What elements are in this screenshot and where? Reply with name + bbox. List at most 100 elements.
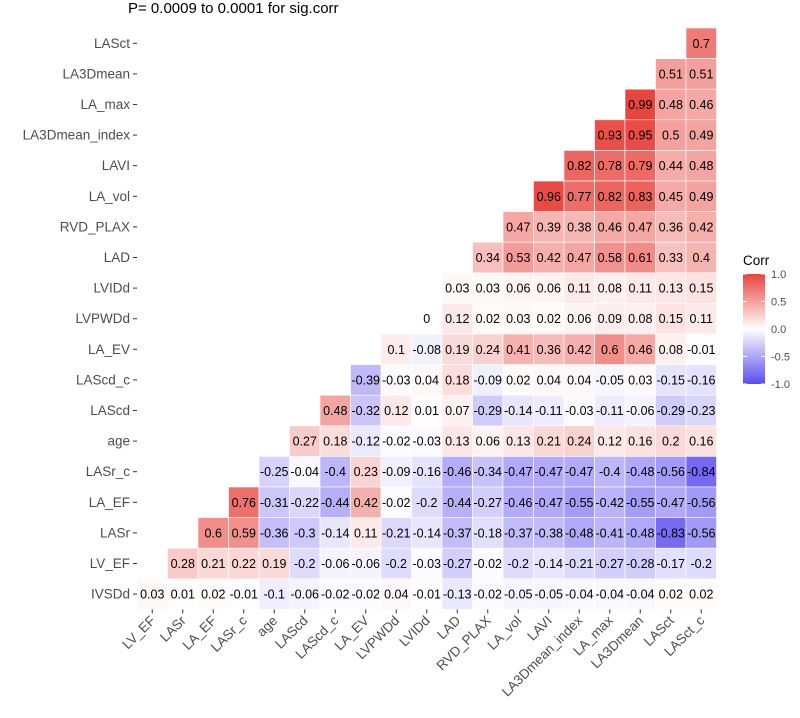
heatmap-cell <box>258 486 290 518</box>
y-tick-label: LVPWDd <box>75 311 130 326</box>
cell-value-label: 0.06 <box>567 312 591 326</box>
cell-value-label: 0.19 <box>262 557 286 571</box>
cell-value-label: -0.47 <box>504 465 533 479</box>
heatmap-cell <box>594 333 626 365</box>
cell-value-label: 0.08 <box>659 343 683 357</box>
cell-value-label: -0.41 <box>596 526 625 540</box>
legend-title: Corr <box>743 253 770 268</box>
cell-value-label: 0.46 <box>628 343 652 357</box>
cell-value-label: 0.27 <box>293 435 317 449</box>
heatmap-cell <box>136 578 168 610</box>
cell-value-label: 0.42 <box>354 496 378 510</box>
y-tick-label: LASct <box>94 36 130 51</box>
cell-value-label: -0.21 <box>382 526 411 540</box>
heatmap-cell <box>655 303 687 335</box>
cell-value-label: -0.21 <box>565 557 594 571</box>
heatmap-cell <box>289 456 321 488</box>
heatmap-cell <box>655 364 687 396</box>
heatmap-cell <box>472 517 504 549</box>
heatmap-cell <box>197 578 229 610</box>
heatmap-cell <box>258 517 290 549</box>
cell-value-label: -0.56 <box>657 465 686 479</box>
cell-value-label: 0.46 <box>598 220 622 234</box>
cell-value-label: -0.36 <box>260 526 289 540</box>
cell-value-label: 0.12 <box>384 404 408 418</box>
y-tick-label: RVD_PLAX <box>60 219 130 234</box>
cell-value-label: 0.23 <box>354 465 378 479</box>
heatmap-cell <box>441 425 473 457</box>
cell-value-label: -0.2 <box>690 557 712 571</box>
cell-value-label: -0.29 <box>657 404 686 418</box>
cell-value-label: 0.44 <box>659 159 683 173</box>
heatmap-cell <box>533 364 565 396</box>
cell-value-label: -0.04 <box>291 465 320 479</box>
heatmap-cell <box>624 180 656 212</box>
cell-value-label: -0.27 <box>596 557 625 571</box>
cell-value-label: 0.04 <box>384 588 408 602</box>
cell-value-label: -0.23 <box>687 404 716 418</box>
cell-value-label: 0.34 <box>476 251 500 265</box>
heatmap-cell <box>502 211 534 243</box>
chart-title: P= 0.0009 to 0.0001 for sig.corr <box>128 0 339 17</box>
heatmap-cell <box>685 456 717 488</box>
cell-value-label: -0.03 <box>565 404 594 418</box>
heatmap-cell <box>441 578 473 610</box>
y-tick-label: LAScd_c <box>76 372 130 387</box>
heatmap-cell <box>685 578 717 610</box>
heatmap-cell <box>533 517 565 549</box>
cell-value-label: -0.44 <box>443 496 472 510</box>
cell-value-label: 0.38 <box>567 220 591 234</box>
cell-value-label: 0.11 <box>690 312 713 326</box>
heatmap-cell <box>289 547 321 580</box>
heatmap-cell <box>472 333 504 365</box>
heatmap-cell <box>380 333 412 365</box>
heatmap-cell <box>502 486 534 518</box>
heatmap-cell <box>502 272 534 304</box>
heatmap-cell <box>563 303 595 335</box>
cell-value-label: 0.83 <box>628 190 652 204</box>
heatmap-cell <box>594 303 626 335</box>
heatmap-cell <box>685 364 717 396</box>
cell-value-label: 0.21 <box>537 435 561 449</box>
cell-value-label: -0.06 <box>626 404 655 418</box>
cell-value-label: 0.06 <box>537 282 561 296</box>
cell-value-label: 0.28 <box>171 557 195 571</box>
heatmap-cell <box>533 486 565 518</box>
cell-value-label: -0.48 <box>626 526 655 540</box>
heatmap-cell <box>594 180 626 212</box>
cell-value-label: -0.31 <box>260 496 289 510</box>
cell-value-label: -0.38 <box>535 526 564 540</box>
cell-value-label: 0.47 <box>628 220 652 234</box>
cell-value-label: -0.09 <box>382 465 411 479</box>
heatmap-cell <box>563 486 595 518</box>
heatmap-cell <box>594 211 626 243</box>
cell-value-label: 0.82 <box>567 159 591 173</box>
cell-value-label: -0.16 <box>413 465 442 479</box>
cell-value-label: 0.6 <box>205 526 222 540</box>
cell-value-label: 0.24 <box>476 343 500 357</box>
cell-value-label: 0.76 <box>232 496 256 510</box>
cell-value-label: -0.3 <box>294 526 316 540</box>
heatmap-cell <box>624 394 656 427</box>
cell-value-label: 0.49 <box>689 129 713 143</box>
heatmap-cell <box>655 547 687 580</box>
cell-value-label: 0.24 <box>567 435 591 449</box>
cell-value-label: -0.34 <box>474 465 503 479</box>
heatmap-cell <box>411 578 443 610</box>
heatmap-cell <box>685 27 717 59</box>
heatmap-cell <box>441 272 473 304</box>
heatmap-cell <box>441 333 473 365</box>
cell-value-label: -0.2 <box>416 496 438 510</box>
cell-value-label: 0.82 <box>598 190 622 204</box>
heatmap-cell <box>258 547 290 580</box>
cell-value-label: 0.58 <box>598 251 622 265</box>
cell-value-label: 0.46 <box>689 98 713 112</box>
heatmap-cell <box>594 517 626 549</box>
cell-value-label: -0.06 <box>352 557 381 571</box>
cell-value-label: 0.11 <box>629 282 652 296</box>
heatmap-cell <box>685 303 717 335</box>
cell-value-label: 0.12 <box>598 435 622 449</box>
cell-value-label: 0.78 <box>598 159 622 173</box>
cell-value-label: 0.02 <box>689 588 713 602</box>
cell-value-label: -0.06 <box>321 557 350 571</box>
